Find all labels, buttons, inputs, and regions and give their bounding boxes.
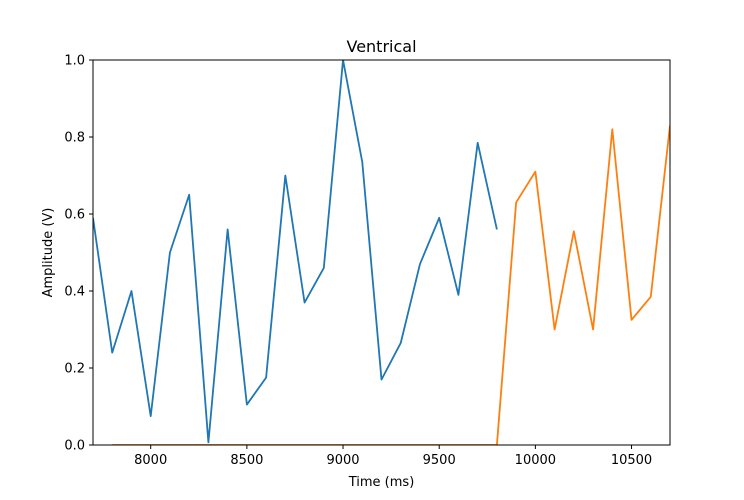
x-tick-label: 10500: [611, 453, 652, 468]
x-tick-label: 9500: [423, 453, 456, 468]
y-tick-label: 1.0: [64, 54, 85, 69]
x-tick-label: 9000: [326, 453, 359, 468]
y-tick-label: 0.0: [64, 439, 85, 454]
x-axis-ticks: 8000 8500 9000 9500 10000 10500: [134, 445, 652, 468]
y-tick-label: 0.6: [64, 208, 85, 223]
series-layer: [93, 60, 670, 445]
y-tick-label: 0.4: [64, 285, 85, 300]
series-line-2: [112, 125, 670, 445]
y-axis-ticks: 0.0 0.2 0.4 0.6 0.8 1.0: [64, 54, 93, 454]
x-tick-label: 8500: [230, 453, 263, 468]
chart-title: Ventrical: [346, 37, 416, 56]
plot-frame: [92, 59, 671, 446]
series-line-1: [93, 60, 498, 444]
y-tick-label: 0.2: [64, 362, 85, 377]
x-tick-label: 10000: [515, 453, 556, 468]
x-axis-label: Time (ms): [348, 475, 415, 490]
y-tick-label: 0.8: [64, 131, 85, 146]
y-axis-label: Amplitude (V): [41, 208, 56, 298]
x-tick-label: 8000: [134, 453, 167, 468]
